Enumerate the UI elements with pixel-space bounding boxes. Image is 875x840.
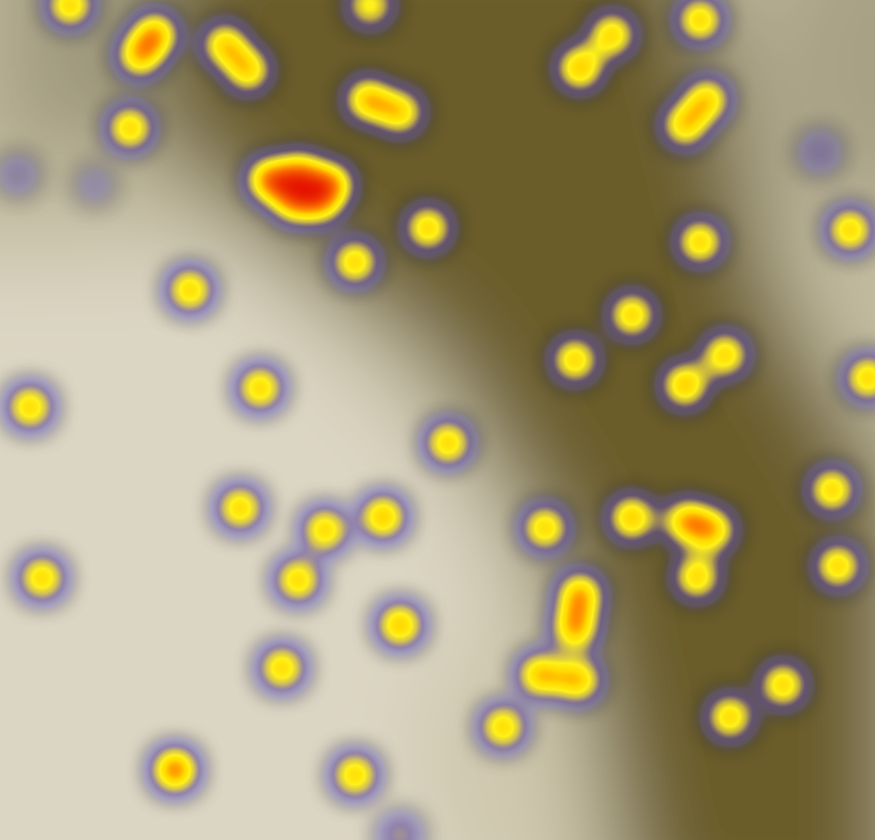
- fixation: [380, 605, 420, 645]
- fixation: [240, 368, 280, 408]
- fixation: [680, 222, 720, 262]
- plot-area: [0, 0, 875, 840]
- fixation: [300, 180, 340, 220]
- fixation: [555, 608, 595, 648]
- fixation: [555, 340, 595, 380]
- fixation: [428, 423, 468, 463]
- fixation: [483, 707, 523, 747]
- heatmap-image: [0, 0, 875, 840]
- fixation: [335, 242, 375, 282]
- fixation: [50, 0, 90, 25]
- fixation: [110, 108, 150, 148]
- fixation: [677, 557, 717, 597]
- fixation: [812, 470, 852, 510]
- fixation: [592, 15, 632, 55]
- fixation: [0, 155, 38, 195]
- fixation: [170, 270, 210, 310]
- fixation: [560, 48, 600, 88]
- fixation: [710, 697, 750, 737]
- fixation: [520, 655, 560, 695]
- fixation: [220, 488, 260, 528]
- fixation: [763, 665, 803, 705]
- fixation: [335, 755, 375, 795]
- fixation: [830, 210, 870, 250]
- fixation: [155, 750, 195, 790]
- photo-background: [0, 0, 875, 840]
- fixation-heat: [0, 0, 875, 840]
- fixation: [228, 50, 268, 90]
- fixation: [692, 510, 732, 550]
- fixation: [22, 558, 62, 598]
- fixation: [680, 0, 720, 40]
- fixation: [120, 35, 160, 75]
- fixation: [408, 208, 448, 248]
- fixation: [800, 132, 840, 172]
- fixation: [612, 498, 652, 538]
- fixation: [10, 387, 50, 427]
- fixation: [262, 648, 302, 688]
- fixation: [350, 0, 390, 25]
- fixation: [818, 546, 858, 586]
- fixation: [705, 335, 745, 375]
- fixation: [75, 165, 115, 205]
- fixation: [363, 497, 403, 537]
- fixation: [848, 358, 875, 398]
- fixation: [665, 365, 705, 405]
- fixation: [612, 295, 652, 335]
- fixation: [380, 815, 420, 840]
- fixation: [305, 510, 345, 550]
- fixation: [558, 660, 598, 700]
- fixation: [687, 80, 727, 120]
- fixation: [380, 92, 420, 132]
- fixation: [278, 560, 318, 600]
- fixation: [525, 508, 565, 548]
